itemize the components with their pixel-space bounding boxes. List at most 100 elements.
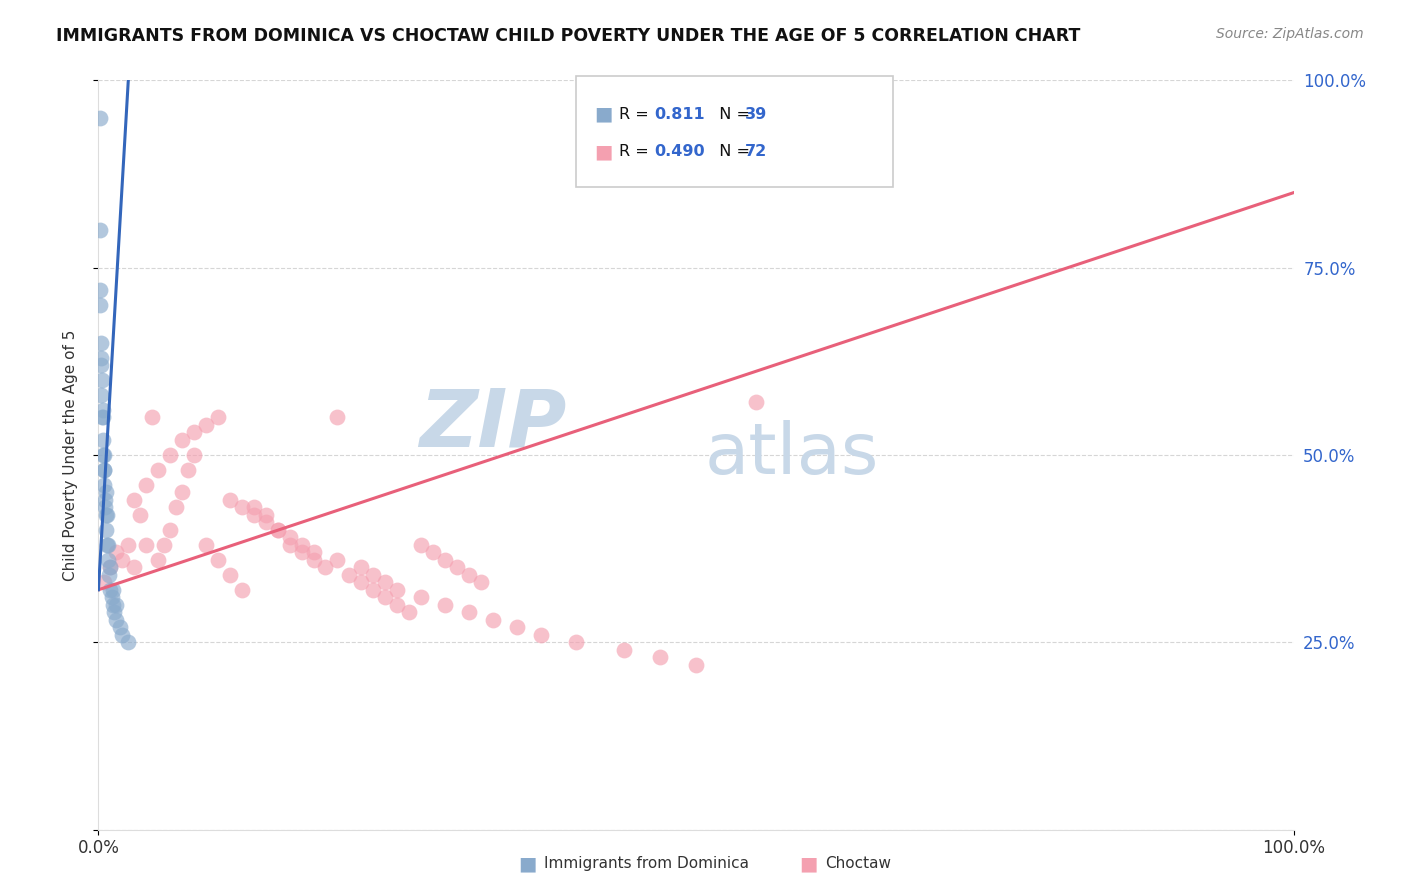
Point [745,395,768,409]
Point [90,335,112,350]
Point [100,591,122,605]
Point [89,298,111,312]
Point [267,523,290,537]
Point [411,538,433,552]
Point [148,463,170,477]
Point [482,613,505,627]
Point [111,553,134,567]
Point [96,538,118,552]
Text: ■: ■ [595,142,613,161]
Point [124,560,146,574]
Point [363,567,385,582]
Text: Source: ZipAtlas.com: Source: ZipAtlas.com [1216,27,1364,41]
Point [108,620,131,634]
Point [302,553,325,567]
Point [374,591,396,605]
Point [613,642,636,657]
Point [326,410,349,425]
Point [98,560,122,574]
Point [93,478,115,492]
Point [219,492,242,507]
Point [422,545,444,559]
Point [103,605,125,619]
Point [363,582,385,597]
Point [278,538,301,552]
Point [385,598,409,612]
Text: ■: ■ [799,854,818,873]
Text: R =: R = [619,107,658,121]
Point [458,605,481,619]
Text: ■: ■ [517,854,537,873]
Point [96,508,118,522]
Point [93,463,115,477]
Point [90,351,112,365]
Point [231,582,253,597]
Point [165,500,187,515]
Point [97,538,120,552]
Text: ■: ■ [595,104,613,124]
Text: Immigrants from Dominica: Immigrants from Dominica [544,856,749,871]
Point [650,650,672,665]
Point [291,538,314,552]
Point [207,553,229,567]
Point [195,417,218,432]
Text: N =: N = [709,107,755,121]
Point [350,560,373,574]
Point [93,448,115,462]
Point [94,485,117,500]
Point [506,620,529,634]
Text: 0.490: 0.490 [654,145,704,159]
Point [101,582,124,597]
Point [98,567,121,582]
Point [105,598,128,612]
Point [385,582,409,597]
Point [90,358,112,372]
Point [231,500,253,515]
Point [89,223,111,237]
Point [302,545,325,559]
Text: N =: N = [709,145,755,159]
Point [91,433,114,447]
Point [434,553,457,567]
Point [254,516,277,530]
Point [315,560,337,574]
Point [93,463,115,477]
Point [117,635,139,649]
Point [124,492,146,507]
Point [117,538,139,552]
Point [243,508,266,522]
Point [93,575,115,590]
Point [111,628,134,642]
Point [153,538,176,552]
Point [219,567,242,582]
Point [135,478,157,492]
Point [90,388,112,402]
Point [278,530,301,544]
Text: ZIP: ZIP [419,386,567,464]
Point [172,433,194,447]
Point [291,545,314,559]
Point [339,567,361,582]
Point [96,523,118,537]
Point [97,553,120,567]
Point [183,448,205,462]
Point [98,582,122,597]
Point [434,598,457,612]
Y-axis label: Child Poverty Under the Age of 5: Child Poverty Under the Age of 5 [63,329,77,581]
Point [183,425,205,440]
Point [94,500,117,515]
Point [129,508,152,522]
Point [326,553,349,567]
Point [91,373,114,387]
Point [91,410,114,425]
Point [374,575,396,590]
Point [177,463,200,477]
Point [565,635,588,649]
Text: 72: 72 [745,145,768,159]
Text: IMMIGRANTS FROM DOMINICA VS CHOCTAW CHILD POVERTY UNDER THE AGE OF 5 CORRELATION: IMMIGRANTS FROM DOMINICA VS CHOCTAW CHIL… [56,27,1081,45]
Point [411,591,433,605]
Point [398,605,420,619]
Text: Choctaw: Choctaw [825,856,891,871]
Point [207,410,229,425]
Point [685,657,707,672]
